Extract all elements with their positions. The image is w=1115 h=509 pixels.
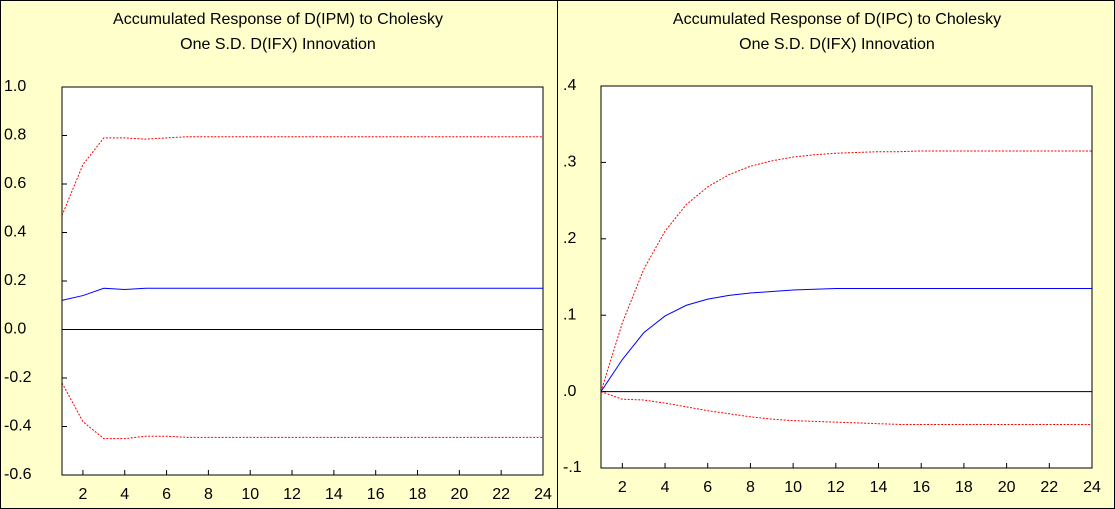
x-tick-label: 22 <box>492 486 510 503</box>
x-tick-label: 6 <box>162 486 171 503</box>
y-tick-label: -.1 <box>563 459 582 476</box>
x-tick-label: 4 <box>120 486 129 503</box>
x-tick-label: 16 <box>367 486 385 503</box>
chart-title: Accumulated Response of D(IPM) to Choles… <box>113 11 443 28</box>
y-tick-label: .3 <box>563 154 576 171</box>
series-line <box>600 287 1092 392</box>
x-tick-label: 14 <box>870 479 888 496</box>
x-tick-label: 18 <box>409 486 427 503</box>
y-tick-label: -0.2 <box>4 369 32 386</box>
y-tick-label: 0.0 <box>4 321 26 338</box>
x-tick-label: 2 <box>618 479 627 496</box>
y-tick-label: 0.8 <box>4 127 26 144</box>
y-tick-label: 0.2 <box>4 272 26 289</box>
y-tick-label: 0.4 <box>4 224 26 241</box>
plot-frame <box>61 86 544 476</box>
y-tick-label: 0.6 <box>4 175 26 192</box>
plot-frame <box>600 85 1093 469</box>
y-tick-label: -0.6 <box>4 466 32 483</box>
series-line <box>61 136 543 216</box>
series-line <box>600 150 1092 392</box>
x-tick-label: 14 <box>325 486 343 503</box>
y-tick-label: .2 <box>563 230 576 247</box>
x-tick-label: 8 <box>204 486 213 503</box>
chart-subtitle: One S.D. D(IFX) Innovation <box>739 36 935 53</box>
x-tick-label: 8 <box>746 479 755 496</box>
y-tick-label: 1.0 <box>4 78 26 95</box>
plot-area <box>62 87 543 475</box>
x-tick-label: 18 <box>955 479 973 496</box>
chart-subtitle: One S.D. D(IFX) Innovation <box>180 36 376 53</box>
y-tick-label: -0.4 <box>4 418 32 435</box>
series-line <box>61 287 543 301</box>
x-tick-label: 22 <box>1040 479 1058 496</box>
y-tick-label: .1 <box>563 306 576 323</box>
plot-area <box>601 86 1092 468</box>
y-tick-label: .0 <box>563 383 576 400</box>
x-tick-label: 6 <box>703 479 712 496</box>
x-tick-label: 24 <box>534 486 552 503</box>
x-tick-label: 20 <box>450 486 468 503</box>
x-tick-label: 4 <box>661 479 670 496</box>
chart-title: Accumulated Response of D(IPC) to Choles… <box>673 11 1001 28</box>
x-tick-label: 12 <box>283 486 301 503</box>
x-tick-label: 10 <box>784 479 802 496</box>
x-tick-label: 20 <box>998 479 1016 496</box>
x-tick-label: 16 <box>912 479 930 496</box>
y-tick-label: .4 <box>563 77 576 94</box>
x-tick-label: 12 <box>827 479 845 496</box>
x-tick-label: 2 <box>78 486 87 503</box>
x-tick-label: 24 <box>1083 479 1101 496</box>
series-line <box>61 382 543 440</box>
x-tick-label: 10 <box>241 486 259 503</box>
